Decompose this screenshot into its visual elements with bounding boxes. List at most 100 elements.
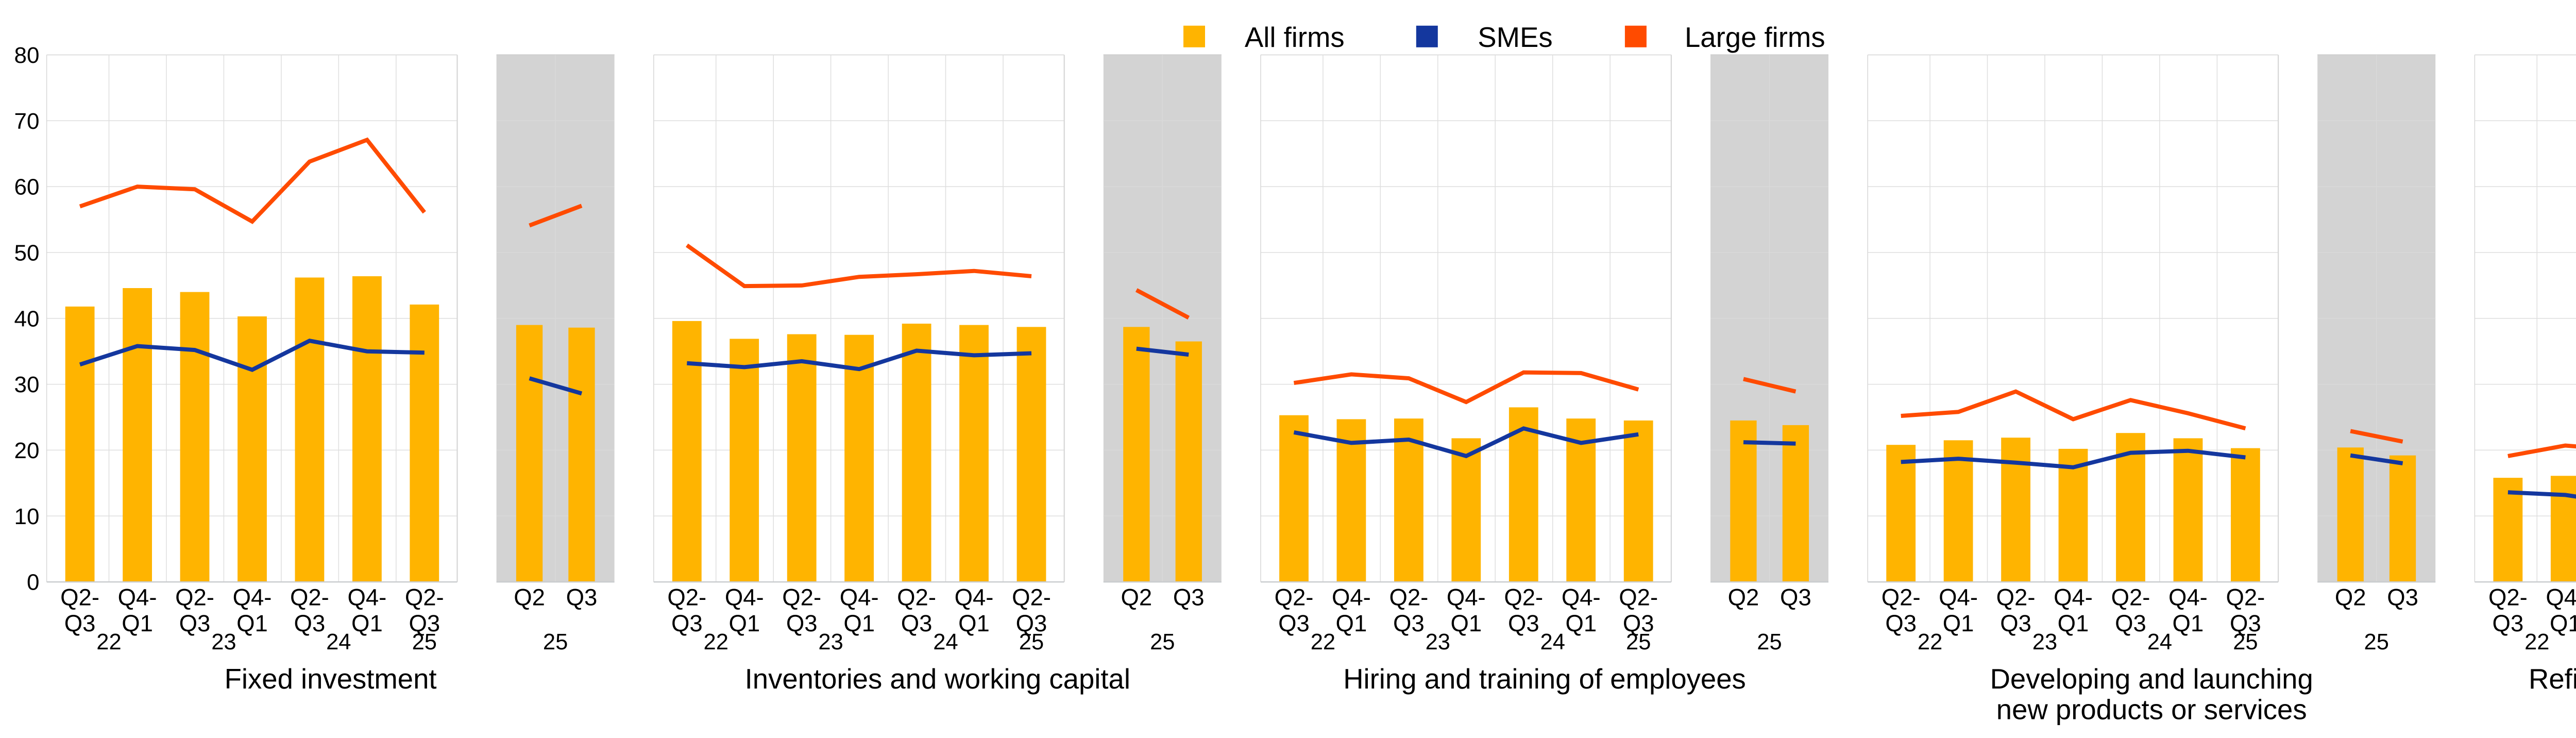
svg-text:Q3: Q3 [1780,584,1811,610]
svg-text:Q2-: Q2- [667,584,706,610]
svg-text:Q2-: Q2- [2226,584,2265,610]
svg-text:Q3: Q3 [1016,610,1047,636]
svg-text:Fixed investment: Fixed investment [225,663,437,695]
svg-text:24: 24 [1540,630,1565,655]
svg-text:Q1: Q1 [2550,610,2576,636]
svg-text:Q4-: Q4- [840,584,879,610]
svg-text:22: 22 [1311,630,1335,655]
svg-text:Developing and launching: Developing and launching [1990,663,2313,695]
svg-text:Q4-: Q4- [1562,584,1601,610]
svg-text:Q4-: Q4- [955,584,994,610]
svg-text:50: 50 [14,240,40,265]
svg-text:Q2-: Q2- [60,584,99,610]
svg-text:Q2-: Q2- [1882,584,1921,610]
svg-text:22: 22 [2524,630,2549,655]
svg-text:Q3: Q3 [1623,610,1654,636]
svg-text:25: 25 [2364,630,2389,655]
svg-text:80: 80 [14,43,40,68]
svg-text:25: 25 [1150,630,1175,655]
svg-text:10: 10 [14,504,40,529]
svg-text:Q3: Q3 [294,610,326,636]
svg-text:23: 23 [2032,630,2057,655]
svg-text:Q2-: Q2- [782,584,821,610]
svg-text:Q3: Q3 [1508,610,1539,636]
svg-text:Large firms: Large firms [1685,22,1825,53]
svg-text:Q3: Q3 [786,610,818,636]
svg-text:Hiring and training of employe: Hiring and training of employees [1343,663,1746,695]
svg-text:Q4-: Q4- [347,584,386,610]
svg-text:22: 22 [96,630,121,655]
svg-text:Q3: Q3 [2230,610,2261,636]
svg-text:Q3: Q3 [901,610,933,636]
svg-text:Q1: Q1 [843,610,875,636]
svg-text:20: 20 [14,438,40,463]
svg-text:Q2-: Q2- [1619,584,1658,610]
svg-text:Q1: Q1 [1450,610,1482,636]
svg-text:Q2-: Q2- [2488,584,2528,610]
svg-text:Q2-: Q2- [1389,584,1428,610]
svg-text:new products or services: new products or services [1996,694,2307,726]
svg-text:Q1: Q1 [1565,610,1597,636]
svg-text:24: 24 [326,630,351,655]
svg-text:25: 25 [1757,630,1782,655]
svg-text:All firms: All firms [1245,22,1345,53]
svg-text:Q1: Q1 [236,610,268,636]
svg-text:Q4-: Q4- [118,584,157,610]
svg-text:Q3: Q3 [1393,610,1425,636]
svg-text:Q1: Q1 [2058,610,2089,636]
svg-text:25: 25 [1019,630,1044,655]
svg-text:Q2: Q2 [2335,584,2366,610]
svg-text:30: 30 [14,372,40,397]
svg-text:70: 70 [14,109,40,134]
svg-text:Q3: Q3 [1173,584,1205,610]
svg-text:Q4-: Q4- [233,584,272,610]
svg-text:Q3: Q3 [409,610,440,636]
svg-text:Q4-: Q4- [2054,584,2093,610]
svg-text:Q3: Q3 [671,610,703,636]
svg-text:24: 24 [2147,630,2172,655]
svg-text:Q1: Q1 [728,610,760,636]
svg-text:25: 25 [1626,630,1651,655]
svg-text:Q2-: Q2- [1504,584,1543,610]
svg-text:Q2: Q2 [514,584,545,610]
svg-text:Q4-: Q4- [1447,584,1486,610]
svg-text:Q2-: Q2- [2111,584,2150,610]
svg-text:Q1: Q1 [122,610,153,636]
svg-text:Q3: Q3 [2493,610,2524,636]
svg-text:Q1: Q1 [958,610,990,636]
svg-text:Q3: Q3 [2387,584,2418,610]
svg-text:25: 25 [2233,630,2258,655]
svg-text:Q4-: Q4- [1332,584,1371,610]
svg-text:Q3: Q3 [179,610,211,636]
svg-text:Q3: Q3 [64,610,96,636]
svg-text:Q2: Q2 [1728,584,1759,610]
svg-text:40: 40 [14,306,40,331]
svg-text:Q3: Q3 [2115,610,2146,636]
svg-text:Q2: Q2 [1121,584,1152,610]
svg-text:Q2-: Q2- [1996,584,2036,610]
svg-text:Q4-: Q4- [725,584,764,610]
svg-text:22: 22 [704,630,728,655]
svg-text:25: 25 [412,630,437,655]
svg-text:Q3: Q3 [1278,610,1310,636]
svg-text:22: 22 [1918,630,1942,655]
svg-text:Q4-: Q4- [2546,584,2576,610]
svg-text:0: 0 [27,570,39,595]
svg-text:25: 25 [543,630,568,655]
svg-text:23: 23 [1426,630,1450,655]
svg-text:SMEs: SMEs [1478,22,1552,53]
svg-text:Q2-: Q2- [897,584,936,610]
svg-text:Q2-: Q2- [405,584,444,610]
svg-text:24: 24 [933,630,958,655]
svg-text:Q1: Q1 [1336,610,1367,636]
svg-text:23: 23 [818,630,843,655]
svg-text:Q4-: Q4- [2168,584,2208,610]
svg-text:Q1: Q1 [2173,610,2204,636]
svg-text:Q4-: Q4- [1939,584,1978,610]
svg-text:Q1: Q1 [1943,610,1974,636]
svg-text:Inventories and working capita: Inventories and working capital [745,663,1130,695]
svg-text:23: 23 [211,630,236,655]
svg-text:Q3: Q3 [566,584,598,610]
svg-text:Q3: Q3 [2000,610,2031,636]
svg-text:Q2-: Q2- [175,584,214,610]
